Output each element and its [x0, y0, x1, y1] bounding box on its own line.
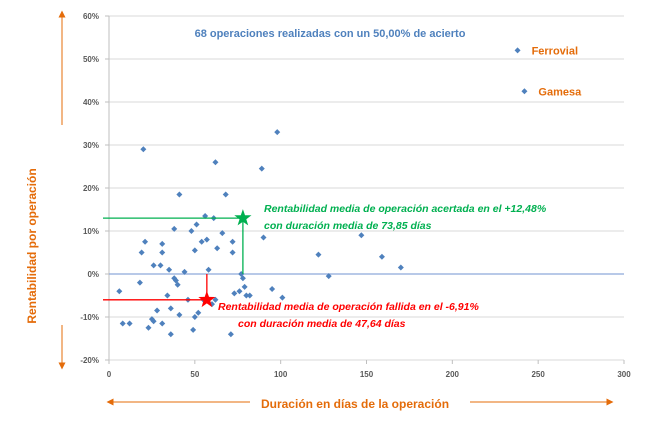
average-star [234, 209, 252, 226]
data-point [378, 253, 385, 260]
data-point [150, 262, 157, 269]
data-point [325, 273, 332, 280]
data-point [229, 238, 236, 245]
data-point [269, 286, 276, 293]
y-axis-title: Rentabilidad por operación [25, 168, 39, 323]
y-tick-label: 10% [83, 227, 99, 236]
data-point [222, 191, 229, 198]
axes [105, 15, 625, 364]
point-label: Ferrovial [532, 45, 578, 57]
data-point [138, 249, 145, 256]
data-point [260, 234, 267, 241]
average-annotations: Rentabilidad media de operación acertada… [218, 203, 547, 330]
data-point [397, 264, 404, 271]
data-point [193, 221, 200, 228]
y-tick-label: -20% [80, 356, 99, 365]
y-tick-label: 0% [87, 270, 99, 279]
data-point [172, 277, 179, 284]
data-point [195, 309, 202, 316]
data-point [214, 245, 221, 252]
data-point [188, 228, 195, 234]
data-points [116, 47, 528, 338]
data-point [279, 294, 286, 301]
data-point [171, 225, 178, 232]
average-stars [198, 209, 252, 308]
data-point [236, 288, 243, 295]
data-point [142, 238, 149, 245]
data-point [241, 283, 248, 290]
data-point [205, 266, 212, 273]
x-tick-label: 0 [107, 370, 112, 379]
point-labels: Ferrovial Gamesa [532, 45, 583, 98]
data-point [198, 238, 205, 245]
data-point [159, 320, 166, 327]
average-annotation-line: Rentabilidad media de operación fallida … [218, 301, 479, 313]
data-point [219, 230, 226, 237]
data-point [159, 249, 166, 256]
data-point [315, 251, 322, 258]
data-point [231, 290, 238, 297]
data-point [191, 247, 198, 254]
point-label: Gamesa [538, 86, 582, 98]
data-point [116, 288, 123, 295]
average-lines [103, 217, 244, 301]
data-point [140, 146, 147, 153]
data-point [227, 331, 234, 338]
data-point [202, 212, 209, 219]
data-point [521, 88, 528, 95]
data-point [514, 47, 521, 54]
data-point [126, 320, 133, 327]
data-point [274, 129, 281, 136]
y-tick-label: 60% [83, 12, 99, 21]
data-point [229, 249, 236, 256]
data-point [258, 165, 265, 172]
data-point [154, 307, 161, 314]
data-point [181, 268, 188, 275]
average-annotation-line: con duración media de 73,85 días [264, 220, 432, 232]
data-point [159, 240, 166, 247]
x-axis-title: Duración en días de la operación [261, 397, 449, 411]
data-point [164, 292, 171, 299]
data-point [150, 318, 157, 325]
chart-title: 68 operaciones realizadas con un 50,00% … [195, 28, 466, 40]
data-point [190, 326, 197, 333]
data-point [167, 305, 174, 312]
data-point [176, 311, 183, 318]
data-point [191, 314, 198, 320]
data-point [212, 159, 219, 166]
data-point [212, 296, 219, 303]
x-tick-labels: 0 50 100 150 200 250 300 [107, 370, 631, 379]
data-point [136, 279, 143, 286]
x-tick-label: 300 [617, 370, 631, 379]
y-tick-label: 20% [83, 184, 99, 193]
y-tick-label: 30% [83, 141, 99, 150]
x-tick-label: 100 [274, 370, 288, 379]
y-tick-label: 50% [83, 55, 99, 64]
average-star [198, 290, 216, 308]
data-point [166, 266, 173, 273]
x-tick-label: 200 [446, 370, 460, 379]
data-point [176, 191, 183, 198]
data-point [167, 331, 174, 338]
y-tick-label: 40% [83, 98, 99, 107]
average-annotation-line: con duración media de 47,64 días [238, 318, 406, 330]
y-tick-labels: -20% -10% 0% 10% 20% 30% 40% 50% 60% [80, 12, 99, 365]
data-point [239, 275, 246, 282]
y-tick-label: -10% [80, 313, 99, 322]
average-annotation-line: Rentabilidad media de operación acertada… [264, 203, 547, 215]
data-point [246, 292, 253, 299]
x-tick-label: 150 [360, 370, 374, 379]
data-point [358, 232, 365, 239]
data-point [157, 262, 164, 269]
x-tick-label: 50 [190, 370, 199, 379]
x-tick-label: 250 [531, 370, 545, 379]
data-point [119, 320, 126, 327]
data-point [203, 236, 210, 243]
data-point [145, 324, 152, 331]
data-point [243, 292, 250, 299]
data-point [174, 281, 181, 288]
